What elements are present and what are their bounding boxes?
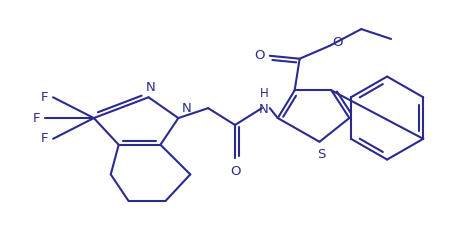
Text: O: O — [255, 49, 265, 62]
Text: F: F — [41, 132, 48, 145]
Text: O: O — [230, 165, 240, 179]
Text: O: O — [332, 36, 343, 50]
Text: F: F — [41, 91, 48, 104]
Text: F: F — [33, 112, 40, 124]
Text: N: N — [259, 103, 269, 116]
Text: H: H — [259, 87, 268, 100]
Text: N: N — [182, 102, 191, 115]
Text: N: N — [146, 81, 155, 94]
Text: S: S — [317, 148, 326, 161]
